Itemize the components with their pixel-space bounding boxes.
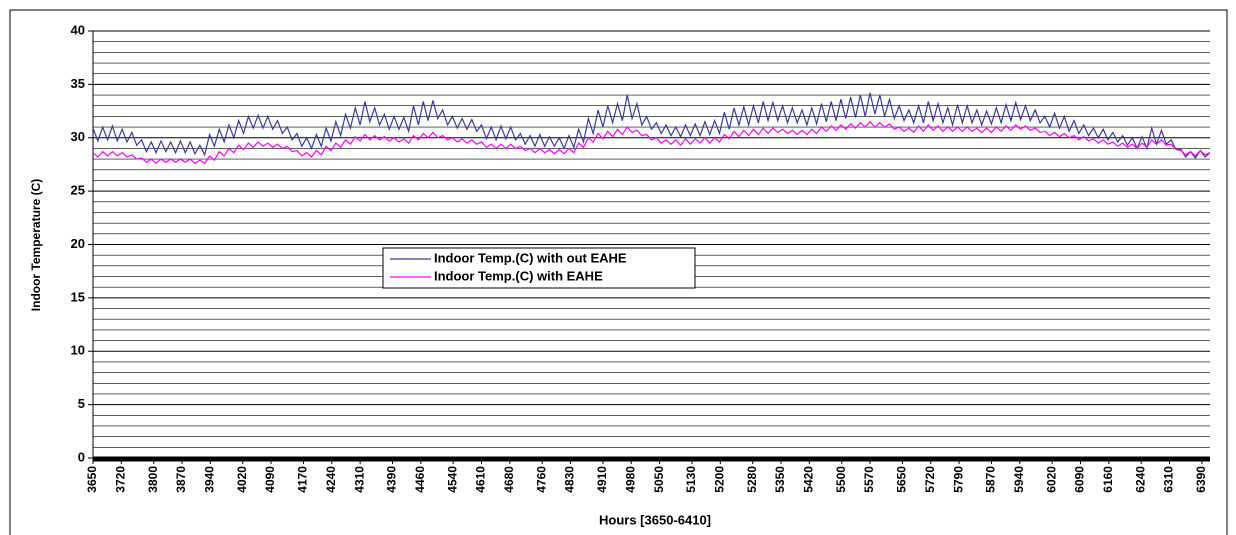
x-tick-label: 5420 bbox=[802, 466, 816, 493]
y-tick-label: 10 bbox=[71, 343, 85, 358]
x-tick-label: 5650 bbox=[895, 466, 909, 493]
x-tick-label: 5720 bbox=[923, 466, 937, 493]
x-tick-label: 4910 bbox=[595, 466, 609, 493]
x-tick-label: 5280 bbox=[745, 466, 759, 493]
x-axis-label: Hours [3650-6410] bbox=[599, 512, 711, 527]
x-tick-label: 5570 bbox=[862, 466, 876, 493]
x-tick-label: 4170 bbox=[296, 466, 310, 493]
y-tick-label: 20 bbox=[71, 236, 85, 251]
x-tick-label: 5870 bbox=[984, 466, 998, 493]
x-tick-label: 4020 bbox=[235, 466, 249, 493]
legend-label: Indoor Temp.(C) with EAHE bbox=[434, 268, 603, 283]
series-line bbox=[92, 92, 1211, 160]
y-tick-label: 40 bbox=[71, 22, 85, 37]
y-tick-label: 0 bbox=[78, 449, 85, 464]
x-tick-label: 4310 bbox=[352, 466, 366, 493]
y-tick-label: 25 bbox=[71, 183, 85, 198]
x-tick-label: 6240 bbox=[1133, 466, 1147, 493]
legend-box bbox=[382, 247, 696, 289]
y-tick-label: 35 bbox=[71, 76, 85, 91]
x-tick-label: 4610 bbox=[474, 466, 488, 493]
x-tick-label: 6390 bbox=[1194, 466, 1208, 493]
x-tick-label: 5500 bbox=[834, 466, 848, 493]
x-tick-label: 4540 bbox=[445, 466, 459, 493]
x-tick-label: 5350 bbox=[773, 466, 787, 493]
x-tick-label: 3800 bbox=[146, 466, 160, 493]
x-tick-label: 6090 bbox=[1073, 466, 1087, 493]
series-line bbox=[92, 120, 1211, 165]
y-tick-label: 30 bbox=[71, 129, 85, 144]
x-tick-label: 5790 bbox=[951, 466, 965, 493]
x-tick-label: 4090 bbox=[263, 466, 277, 493]
x-tick-label: 4830 bbox=[563, 466, 577, 493]
x-tick-label: 3720 bbox=[114, 466, 128, 493]
y-tick-label: 5 bbox=[78, 396, 85, 411]
x-tick-label: 5050 bbox=[652, 466, 666, 493]
x-tick-label: 4980 bbox=[623, 466, 637, 493]
x-tick-label: 3940 bbox=[203, 466, 217, 493]
chart-frame bbox=[9, 9, 1228, 535]
x-tick-label: 3650 bbox=[85, 466, 99, 493]
x-tick-label: 4680 bbox=[502, 466, 516, 493]
x-tick-label: 3870 bbox=[174, 466, 188, 493]
y-tick-label: 15 bbox=[71, 289, 85, 304]
x-tick-label: 5130 bbox=[684, 466, 698, 493]
y-axis-label: Indoor Temperature (C) bbox=[29, 179, 43, 311]
x-tick-label: 5940 bbox=[1012, 466, 1026, 493]
x-tick-label: 5200 bbox=[712, 466, 726, 493]
legend: Indoor Temp.(C) with out EAHE Indoor Temp… bbox=[382, 247, 696, 289]
x-tick-label: 4390 bbox=[385, 466, 399, 493]
x-tick-label: 4240 bbox=[324, 466, 338, 493]
x-tick-label: 6020 bbox=[1044, 466, 1058, 493]
x-tick-label: 6310 bbox=[1162, 466, 1176, 493]
x-tick-label: 6160 bbox=[1101, 466, 1115, 493]
legend-label: Indoor Temp.(C) with out EAHE bbox=[434, 250, 627, 265]
x-tick-label: 4460 bbox=[413, 466, 427, 493]
x-tick-label: 4760 bbox=[534, 466, 548, 493]
